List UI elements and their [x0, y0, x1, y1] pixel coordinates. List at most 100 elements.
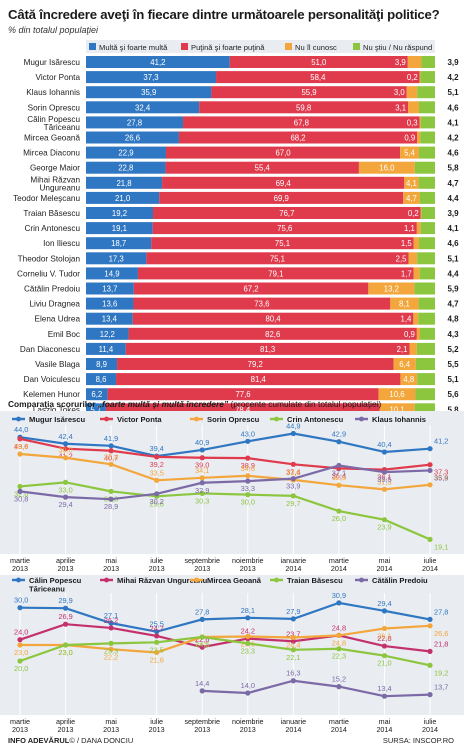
data-point: [290, 461, 296, 467]
bar-value-label: 78,4: [235, 405, 251, 414]
data-point: [381, 643, 388, 649]
bar-value-label: 6,4: [399, 360, 411, 369]
legend-swatch: [285, 43, 292, 50]
data-point: [427, 623, 433, 629]
bar-value-label: 5,4: [404, 149, 416, 158]
legend-marker: [359, 416, 364, 422]
row-label: Dan Voiculescu: [24, 375, 81, 384]
data-label: 26,0: [332, 514, 346, 523]
x-tick-label: 2014: [376, 725, 392, 734]
x-tick-label: 2014: [285, 564, 301, 573]
data-label: 37,4: [286, 467, 300, 476]
data-label: 31,3: [377, 477, 391, 486]
data-label: 27,1: [104, 611, 118, 620]
x-tick-label: 2013: [240, 725, 256, 734]
data-point: [290, 476, 296, 482]
bar-segment: [407, 56, 422, 68]
data-label: 35,9: [434, 473, 448, 482]
data-label: 30,3: [195, 496, 209, 505]
bar-value-label: 8,1: [399, 300, 410, 309]
legend-marker: [104, 416, 109, 422]
bar-segment: [378, 388, 416, 401]
bar-value-label: 0,9: [404, 134, 415, 143]
bar-segment: [153, 207, 421, 219]
bar-value-label: 81,4: [251, 375, 267, 384]
bar-segment: [86, 101, 200, 114]
bar-value-label: 5,9: [447, 285, 459, 294]
x-tick-label: 2014: [422, 725, 438, 734]
x-tick-label: ianuarie: [281, 556, 307, 565]
bar-value-label: 13,4: [102, 315, 118, 324]
bar-segment: [420, 207, 422, 219]
bar-segment: [86, 86, 212, 99]
data-point: [381, 608, 388, 614]
data-point: [245, 438, 251, 444]
legend-label: Călin Popescu: [29, 576, 82, 585]
bar-value-label: 79,2: [248, 360, 263, 369]
bar-value-label: 81,3: [260, 345, 275, 354]
bar-value-label: 75,1: [270, 254, 285, 263]
title-part: Comparaţia scorurilor: [8, 399, 98, 409]
data-point: [290, 634, 296, 641]
data-point: [381, 653, 388, 659]
bar-segment: [415, 358, 435, 370]
bar-value-label: 67,2: [243, 285, 258, 294]
row-label: Călin Popescu: [27, 115, 80, 124]
data-point: [381, 517, 388, 523]
data-point: [245, 473, 251, 479]
data-label: 42,9: [332, 430, 346, 439]
data-label: 34,6: [241, 464, 255, 473]
bar-segment: [86, 267, 138, 280]
bar-segment: [393, 358, 416, 370]
bar-segment: [419, 267, 435, 280]
data-label: 22,3: [332, 652, 346, 661]
legend-label: Tăriceanu: [29, 585, 65, 594]
bar-value-label: 4,1: [406, 179, 417, 188]
x-tick-label: mai: [379, 717, 391, 726]
legend-label: Mihai Răzvan Ungureanu: [117, 576, 208, 585]
page-title: Câtă încredere aveţi în fiecare dintre u…: [8, 7, 440, 22]
x-tick-label: mai: [105, 717, 117, 726]
data-label: 44,9: [286, 422, 300, 431]
data-label: 40,7: [104, 454, 118, 463]
bar-segment: [415, 388, 435, 401]
bar-segment: [133, 297, 391, 310]
data-label: 24,8: [332, 638, 346, 647]
data-point: [290, 430, 296, 437]
bar-segment: [199, 101, 409, 114]
data-label: 23,3: [241, 646, 255, 655]
bar-value-label: 1,4: [401, 315, 413, 324]
bar-segment: [229, 56, 408, 68]
data-label: 16,3: [286, 669, 300, 678]
x-tick-label: aprilie: [56, 717, 75, 726]
data-point: [199, 616, 205, 622]
bar-segment: [151, 237, 414, 250]
bar-segment: [408, 101, 419, 114]
data-label: 23,7: [286, 629, 300, 638]
data-label: 41,9: [104, 434, 118, 443]
data-label: 22,6: [195, 635, 209, 644]
data-label: 32,3: [332, 473, 346, 482]
bar-value-label: 69,4: [276, 179, 292, 188]
data-point: [17, 658, 23, 664]
legend-item-bg: [86, 40, 178, 53]
legend-label: Victor Ponta: [117, 415, 162, 424]
data-point: [17, 605, 23, 611]
bar-segment: [421, 56, 435, 68]
data-point: [427, 462, 433, 468]
x-tick-label: 2013: [149, 725, 165, 734]
bar-value-label: 82,6: [265, 330, 280, 339]
legend-marker: [274, 577, 279, 583]
data-label: 28,1: [241, 606, 255, 615]
legend-label: Cătălin Predoiu: [372, 576, 428, 585]
legend-swatch: [181, 43, 188, 50]
bar-value-label: 4,4: [447, 194, 459, 203]
data-label: 32,4: [434, 473, 448, 482]
bar-segment: [178, 131, 418, 144]
row-label: Sorin Oprescu: [28, 103, 81, 112]
x-tick-label: septembrie: [184, 556, 220, 565]
bar-segment: [166, 146, 401, 159]
bar-value-label: 8,9: [96, 360, 107, 369]
bar-value-label: 21,8: [116, 179, 131, 188]
